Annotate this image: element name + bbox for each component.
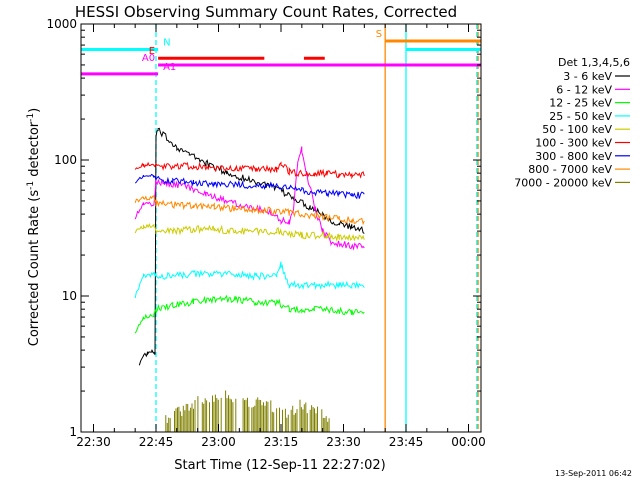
flag-label-n: N — [163, 37, 170, 48]
series-line-12-25kev — [134, 294, 365, 334]
legend-entry-label: 50 - 100 keV — [542, 123, 612, 136]
y-tick-label-4: 1000 — [46, 17, 77, 31]
x-tick-label-2: 22:45 — [139, 435, 174, 449]
y-axis-label: Corrected Count Rate (s-1 detector-1) — [26, 108, 42, 346]
series-line-25-50kev — [134, 261, 365, 299]
series-line-6-12kev — [134, 146, 365, 251]
x-axis-label: Start Time (12-Sep-11 22:27:02) — [174, 458, 385, 473]
y-tick-label-2: 10 — [62, 289, 77, 303]
x-tick-label-6: 23:45 — [389, 435, 424, 449]
x-tick-label-3: 23:00 — [201, 435, 236, 449]
series-line-100-300kev — [134, 161, 365, 180]
y-tick-label-1: 1 — [69, 425, 77, 439]
series-line-7000-20000kev — [165, 390, 330, 432]
legend-entry-label: 12 - 25 keV — [549, 97, 612, 110]
legend-entry-label: 3 - 6 keV — [563, 70, 612, 83]
flag-label-a0: A0 — [142, 53, 155, 64]
series-lines — [134, 127, 365, 432]
plot-area — [81, 24, 481, 432]
legend-entry-label: 800 - 7000 keV — [528, 163, 612, 176]
x-tick-label-5: 23:30 — [326, 435, 361, 449]
flag-label-s: S — [376, 29, 382, 40]
legend-entry-label: 25 - 50 keV — [549, 110, 612, 123]
legend-entry-label: 6 - 12 keV — [556, 83, 612, 96]
y-tick-label-3: 100 — [54, 153, 77, 167]
series-line-300-800kev — [134, 173, 365, 200]
x-tick-label-7: 00:00 — [451, 435, 486, 449]
flag-label-a1: A1 — [163, 62, 176, 73]
plot-background — [81, 24, 481, 432]
legend-entry-label: 7000 - 20000 keV — [514, 176, 612, 189]
legend-title: Det 1,3,4,5,6 — [558, 56, 630, 69]
chart-title: HESSI Observing Summary Count Rates, Cor… — [75, 3, 457, 21]
legend-entry-label: 100 - 300 keV — [535, 137, 612, 150]
series-line-800-7000kev — [134, 195, 365, 226]
flag-label-e: E — [149, 46, 155, 57]
footer-timestamp: 13-Sep-2011 06:42 — [555, 469, 632, 478]
legend-entry-label: 300 - 800 keV — [535, 150, 612, 163]
x-tick-label-4: 23:15 — [264, 435, 299, 449]
x-tick-label-1: 22:30 — [76, 435, 111, 449]
vertical-markers — [155, 24, 479, 432]
series-line-50-100kev — [134, 222, 365, 243]
axes: 22:30 22:45 23:00 23:15 23:30 23:45 00:00 1 10 10… — [46, 17, 485, 449]
